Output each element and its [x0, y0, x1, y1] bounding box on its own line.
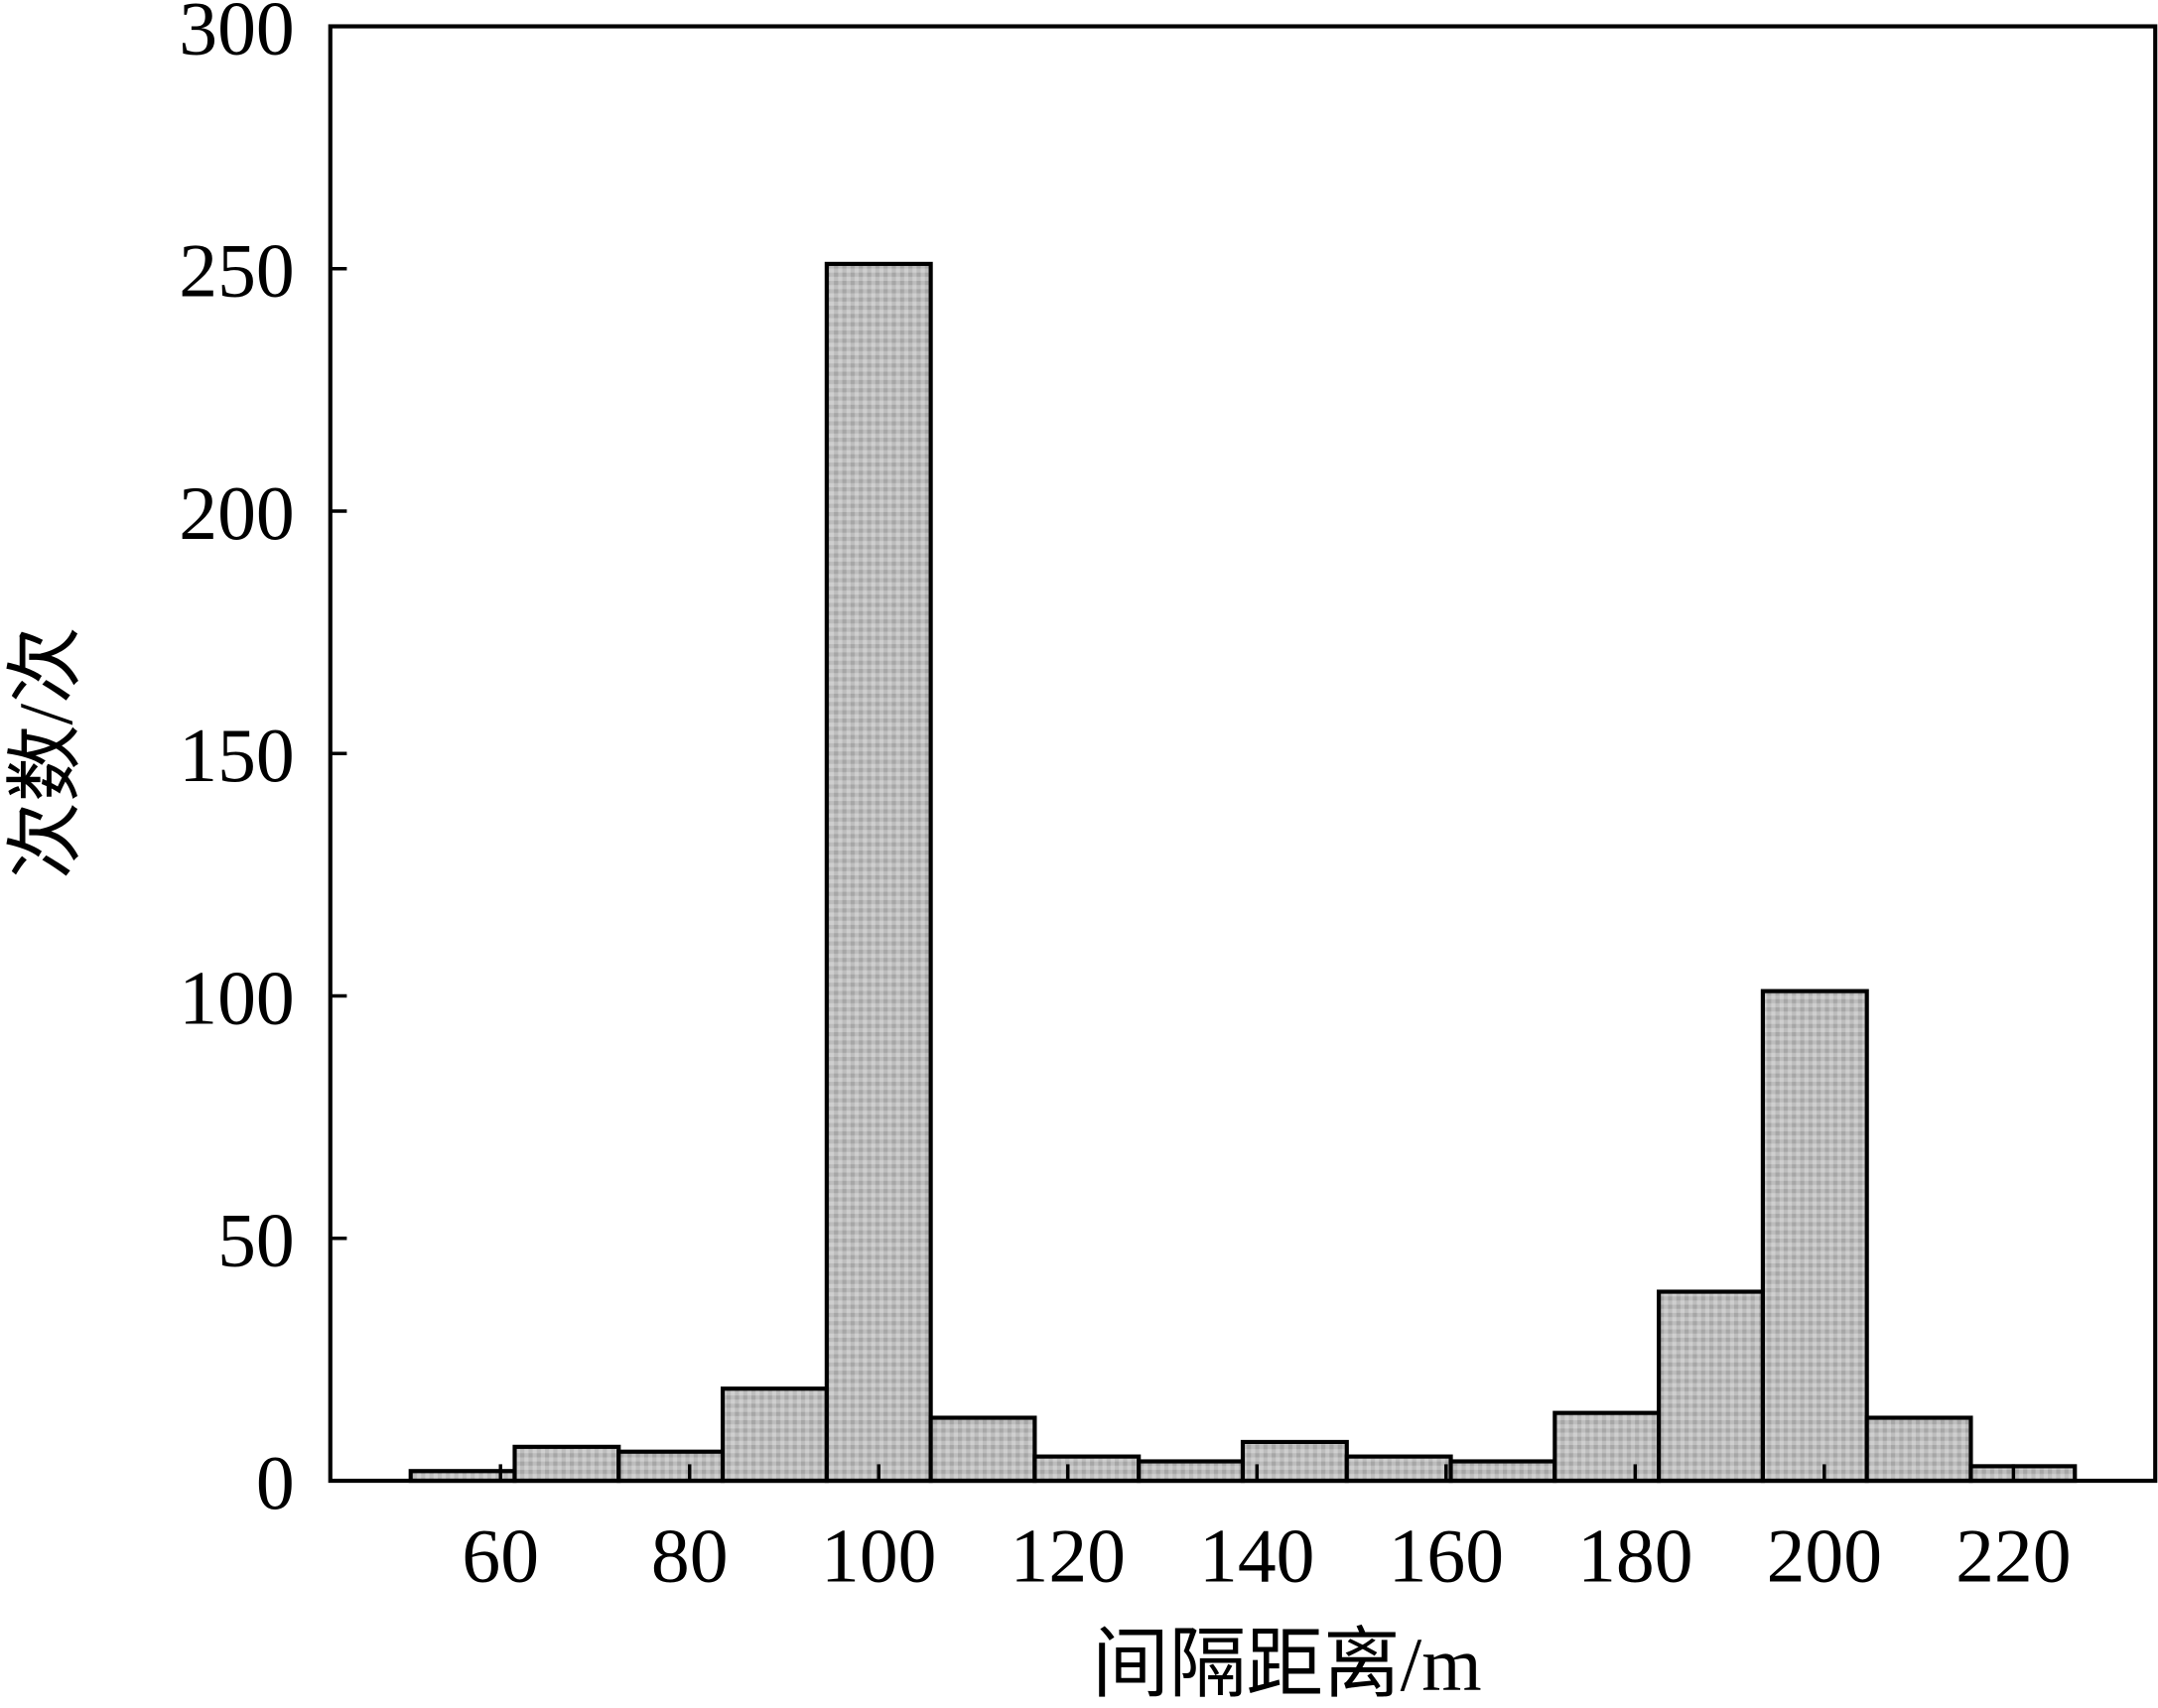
x-tick-label: 220: [1956, 1512, 2071, 1598]
x-tick-label: 100: [821, 1512, 936, 1598]
y-tick-label: 250: [179, 228, 294, 314]
bar: [1032, 1454, 1142, 1484]
y-tick-label: 200: [179, 470, 294, 556]
y-tick-label: 0: [256, 1440, 295, 1525]
bar: [616, 1449, 726, 1484]
bar: [1137, 1459, 1246, 1484]
y-tick-label: 100: [179, 955, 294, 1040]
bar: [1760, 988, 1869, 1484]
bar: [1864, 1415, 1973, 1484]
bar: [720, 1386, 829, 1484]
x-tick-label: 160: [1389, 1512, 1504, 1598]
x-tick-label: 120: [1011, 1512, 1126, 1598]
plot-frame: [328, 24, 2158, 1484]
x-tick-label: 60: [462, 1512, 539, 1598]
bar: [928, 1415, 1037, 1484]
bar: [1552, 1410, 1662, 1484]
y-tick-label: 150: [179, 713, 294, 798]
y-axis-label: 次数/次: [3, 626, 88, 878]
bar: [1344, 1454, 1453, 1484]
x-tick-label: 80: [651, 1512, 729, 1598]
y-tick-label: 50: [217, 1198, 295, 1283]
bar: [512, 1444, 621, 1484]
bar: [1448, 1459, 1557, 1484]
x-axis-label: 间隔距离/m: [1092, 1622, 1481, 1707]
x-tick-label: 140: [1199, 1512, 1314, 1598]
bar: [1968, 1464, 2078, 1484]
bar: [1657, 1289, 1765, 1484]
y-tick-label: 300: [179, 0, 294, 70]
x-tick-label: 200: [1767, 1512, 1882, 1598]
x-tick-label: 180: [1577, 1512, 1692, 1598]
bar: [824, 261, 933, 1484]
